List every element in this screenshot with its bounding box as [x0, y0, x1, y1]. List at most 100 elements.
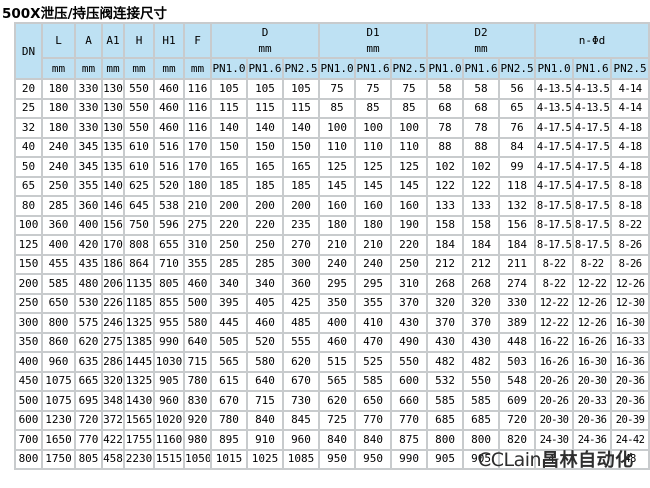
cell-value: 16-36 [610, 351, 650, 373]
cell-value: 20-36 [610, 390, 650, 412]
cell-value: 285 [210, 253, 248, 275]
cell-value: 1135 [123, 273, 155, 295]
cell-dn: 800 [14, 448, 43, 470]
col-header-l: L [41, 22, 76, 59]
cell-value: 12-30 [610, 292, 650, 314]
cell-value: 240 [318, 253, 357, 275]
cell-value: 425 [281, 292, 321, 314]
cell-value [498, 448, 537, 470]
unit-header: mm [123, 57, 155, 80]
pn-header: PN1.6 [246, 57, 284, 80]
cell-value: 8-22 [572, 253, 613, 275]
cell-value: 905 [462, 448, 501, 470]
cell-value: 160 [390, 195, 429, 217]
table-row: 250 650 530 226 1185 855 500 395 405 425 350 355 370… [14, 292, 650, 314]
cell-dn: 80 [14, 195, 43, 217]
cell-value: 515 [318, 351, 357, 373]
cell-value: 220 [210, 214, 248, 236]
cell-value: 65 [498, 97, 537, 119]
group-label: D2 [474, 25, 488, 39]
cell-value: 460 [318, 331, 357, 353]
cell-value: 550 [390, 351, 429, 373]
cell-value: 840 [246, 409, 284, 431]
cell-value: 516 [153, 156, 185, 178]
cell-value: 320 [462, 292, 501, 314]
cell-value: 4-13.5 [534, 97, 575, 119]
cell-value: 665 [74, 370, 103, 392]
cell-value: 133 [426, 195, 465, 217]
cell-value: 165 [246, 156, 284, 178]
pn-header: PN1.6 [462, 57, 501, 80]
cell-value: 310 [183, 234, 212, 256]
cell-value: 340 [246, 273, 284, 295]
cell-value: 345 [74, 156, 103, 178]
cell-value: 170 [101, 234, 125, 256]
cell-value: 8-18 [610, 175, 650, 197]
pn-header: PN1.0 [318, 57, 357, 80]
cell-value: 135 [101, 156, 125, 178]
cell-value: 500 [183, 292, 212, 314]
cell-dn: 250 [14, 292, 43, 314]
cell-value: 8-17.5 [572, 195, 613, 217]
cell-value: 115 [246, 97, 284, 119]
table-row: 400 960 635 286 1445 1030 715 565 580 620 515 525 55… [14, 351, 650, 373]
pn-header: PN2.5 [498, 57, 537, 80]
cell-value: 184 [498, 234, 537, 256]
cell-value: 520 [153, 175, 185, 197]
cell-value: 350 [318, 292, 357, 314]
cell-value: 670 [281, 370, 321, 392]
cell-value: 320 [101, 370, 125, 392]
cell-value: 165 [210, 156, 248, 178]
table-row: 700 1650 770 422 1755 1160 980 895 910 960 840 840 8… [14, 429, 650, 451]
cell-value: 855 [153, 292, 185, 314]
cell-value: 960 [281, 429, 321, 451]
cell-value: 845 [281, 409, 321, 431]
cell-value: 555 [281, 331, 321, 353]
cell-dn: 300 [14, 312, 43, 334]
cell-value: 75 [354, 78, 393, 100]
cell-value: 770 [390, 409, 429, 431]
cell-value: 348 [101, 390, 125, 412]
cell-dn: 25 [14, 97, 43, 119]
cell-value: 118 [498, 175, 537, 197]
cell-value: 125 [354, 156, 393, 178]
cell-value: 4-18 [610, 156, 650, 178]
cell-value: 110 [318, 136, 357, 158]
unit-header: mm [101, 57, 125, 80]
cell-value: 180 [41, 97, 76, 119]
cell-dn: 700 [14, 429, 43, 451]
cell-value: 4-17.5 [572, 117, 613, 139]
cell-value: 140 [210, 117, 248, 139]
cell-value: 800 [41, 312, 76, 334]
cell-value: 770 [74, 429, 103, 451]
cell-value: 180 [183, 175, 212, 197]
cell-value: 725 [318, 409, 357, 431]
cell-value: 12-26 [572, 312, 613, 334]
cell-value: 455 [41, 253, 76, 275]
cell-value: 530 [74, 292, 103, 314]
cell-dn: 350 [14, 331, 43, 353]
cell-value: 88 [462, 136, 501, 158]
cell-value: 130 [101, 78, 125, 100]
cell-value: 655 [153, 234, 185, 256]
cell-value: 150 [281, 136, 321, 158]
group-label: D1 [366, 25, 380, 39]
cell-dn: 32 [14, 117, 43, 139]
cell-value: 160 [354, 195, 393, 217]
cell-value: 800 [426, 429, 465, 451]
cell-value: 620 [281, 351, 321, 373]
cell-value: 575 [74, 312, 103, 334]
cell-value: 240 [41, 156, 76, 178]
group-unit: mm [366, 41, 380, 55]
cell-value: 240 [41, 136, 76, 158]
cell-value: 1750 [41, 448, 76, 470]
cell-value: 4-17.5 [534, 175, 575, 197]
col-header-d2: D2 mm [426, 22, 537, 59]
cell-value: 145 [390, 175, 429, 197]
cell-value: 4-17.5 [534, 156, 575, 178]
cell-value: 720 [74, 409, 103, 431]
cell-value: 156 [101, 214, 125, 236]
table-row: 600 1230 720 372 1565 1020 920 780 840 845 725 770 7… [14, 409, 650, 431]
cell-value: 445 [210, 312, 248, 334]
cell-value: 420 [74, 234, 103, 256]
